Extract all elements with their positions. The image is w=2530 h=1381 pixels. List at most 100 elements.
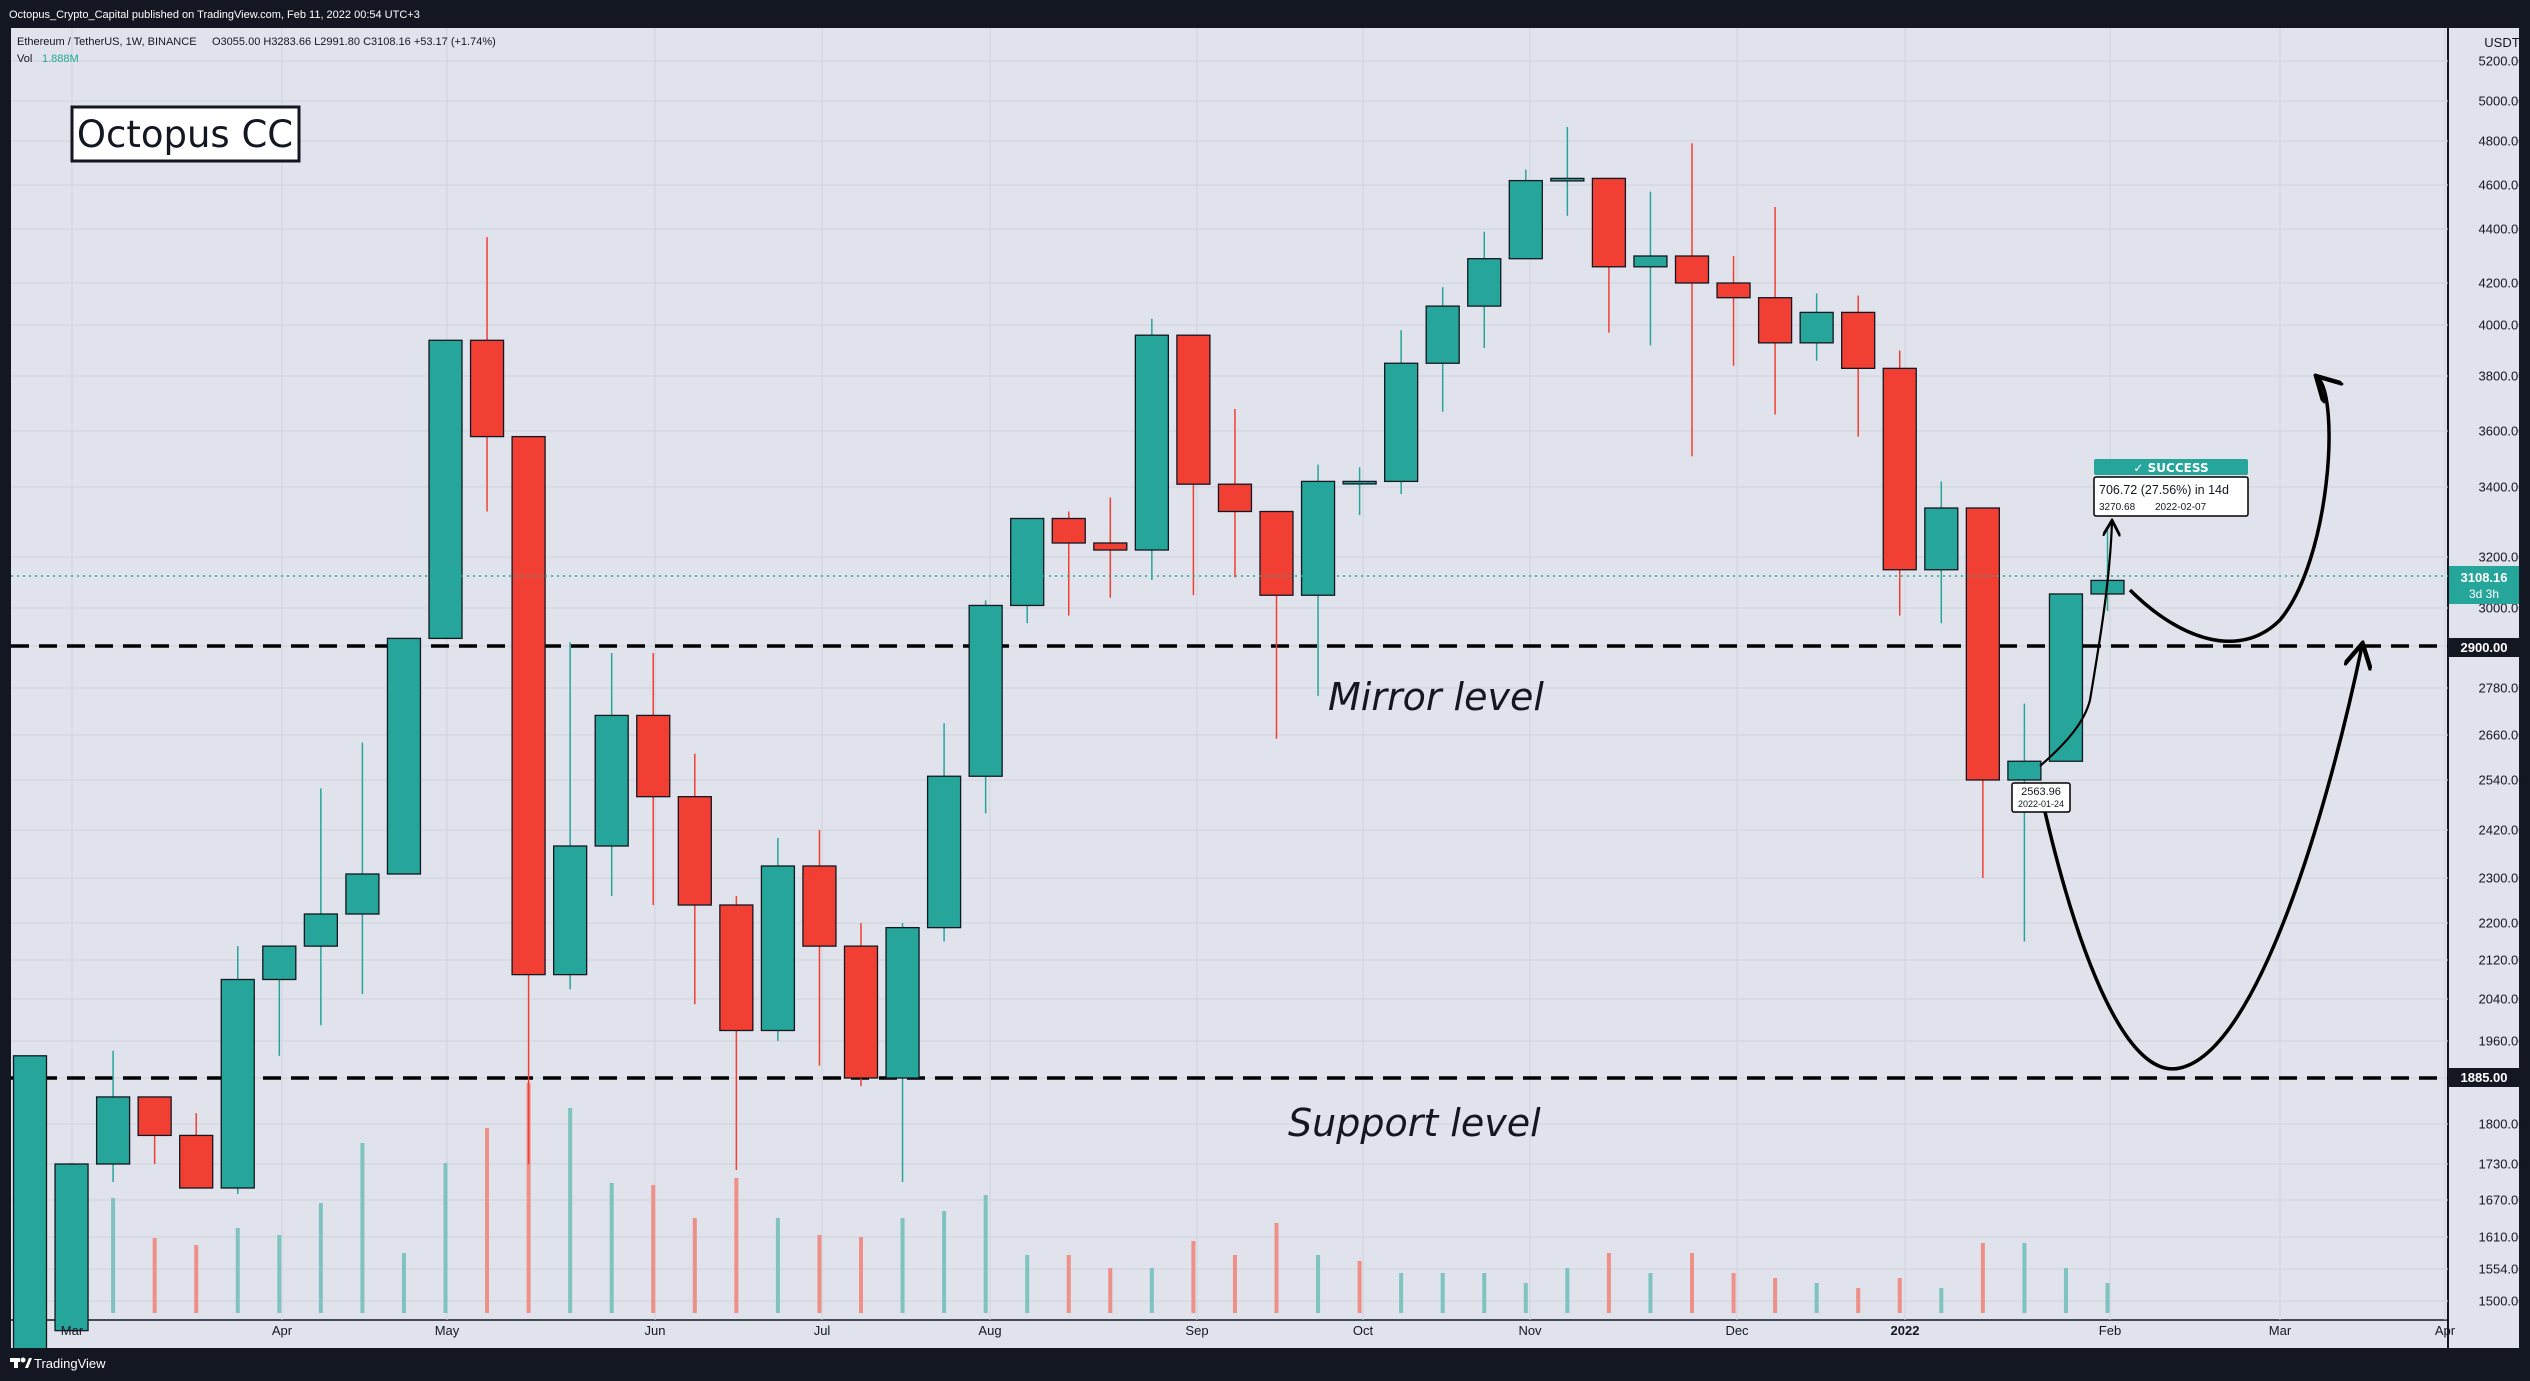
- time-tick-label: 2022: [1891, 1323, 1920, 1338]
- candle-body[interactable]: [1924, 507, 1959, 571]
- candle-body[interactable]: [95, 1096, 131, 1165]
- candle-body[interactable]: [885, 926, 920, 1079]
- candle-body[interactable]: [594, 714, 629, 847]
- candle-body[interactable]: [1633, 255, 1668, 268]
- current-price-label: 3108.16: [2461, 570, 2508, 585]
- candle-body[interactable]: [469, 339, 505, 438]
- volume-bar: [609, 1183, 614, 1313]
- candle-body[interactable]: [1384, 362, 1419, 483]
- candle-body[interactable]: [1425, 305, 1460, 364]
- volume-bar: [1399, 1273, 1404, 1313]
- price-tick-label: 4000.00: [2479, 318, 2526, 333]
- time-tick-label: Jun: [645, 1323, 666, 1338]
- candle-body[interactable]: [1591, 177, 1627, 268]
- volume-bar: [2022, 1243, 2027, 1313]
- candle-body[interactable]: [968, 604, 1003, 777]
- prediction-result-box: [2093, 476, 2249, 517]
- volume-bar: [775, 1218, 780, 1313]
- candle-body[interactable]: [677, 796, 712, 906]
- candle-body[interactable]: [553, 845, 588, 976]
- candle-body[interactable]: [2048, 593, 2084, 762]
- volume-bar: [1565, 1268, 1570, 1313]
- candle-body[interactable]: [1176, 334, 1211, 485]
- candle-body[interactable]: [1051, 517, 1086, 544]
- candle-body[interactable]: [303, 913, 339, 947]
- candle-body[interactable]: [1300, 480, 1336, 596]
- candle-body[interactable]: [1841, 311, 1876, 369]
- price-tick-label: 2300.00: [2479, 871, 2526, 886]
- candle-body[interactable]: [1134, 334, 1169, 551]
- candle-body[interactable]: [1716, 282, 1751, 299]
- volume-bar: [1814, 1283, 1819, 1313]
- volume-bar: [1648, 1273, 1653, 1313]
- price-tick-label: 4400.00: [2479, 222, 2526, 237]
- volume-bar: [526, 1083, 531, 1313]
- candle-body[interactable]: [1965, 507, 2000, 781]
- time-tick-label: Aug: [978, 1323, 1001, 1338]
- candle-body[interactable]: [2007, 760, 2042, 781]
- candle-body[interactable]: [1217, 483, 1253, 513]
- volume-bar: [900, 1218, 905, 1313]
- support-level-price: 1885.00: [2461, 1070, 2508, 1085]
- volume-bar: [1357, 1261, 1362, 1313]
- volume-bar: [235, 1228, 240, 1313]
- candle-body[interactable]: [719, 904, 754, 1032]
- candle-body[interactable]: [1674, 255, 1710, 284]
- candle-body[interactable]: [511, 435, 546, 976]
- volume-bar: [859, 1237, 863, 1313]
- candle-body[interactable]: [1010, 517, 1045, 607]
- volume-bar: [1897, 1278, 1902, 1313]
- price-tick-label: 3000.00: [2479, 601, 2526, 616]
- candles: [12, 127, 2125, 1352]
- candle-body[interactable]: [179, 1134, 214, 1189]
- candle-body[interactable]: [1093, 542, 1128, 551]
- candle-body[interactable]: [386, 637, 422, 875]
- price-tick-label: 4600.00: [2479, 178, 2526, 193]
- candle-body[interactable]: [345, 873, 380, 915]
- candle-body[interactable]: [760, 865, 796, 1032]
- candle-body[interactable]: [1757, 297, 1793, 344]
- candle-body[interactable]: [137, 1096, 172, 1137]
- candle-body[interactable]: [262, 945, 297, 981]
- time-tick-label: Oct: [1353, 1323, 1374, 1338]
- candle-body[interactable]: [220, 978, 255, 1189]
- axis-ticks: 1500.00 1554.00 1610.00 1670.00 1730.00 1800.…: [61, 54, 2526, 1339]
- price-tick-label: 3400.00: [2479, 480, 2526, 495]
- price-tick-label: 2420.00: [2479, 823, 2526, 838]
- volume-bar: [1232, 1255, 1237, 1313]
- volume-bar: [443, 1163, 448, 1313]
- price-tick-label: 4800.00: [2479, 134, 2526, 149]
- ohlc-line: O3055.00 H3283.66 L2991.80 C3108.16 +53.…: [212, 36, 496, 48]
- candle-body[interactable]: [1799, 311, 1834, 344]
- candle-body[interactable]: [843, 945, 879, 1079]
- candle-body[interactable]: [1467, 258, 1502, 307]
- candle-body[interactable]: [1550, 177, 1585, 182]
- price-tick-label: 1554.00: [2479, 1262, 2526, 1277]
- candle-body[interactable]: [802, 865, 837, 947]
- volume-bar: [277, 1235, 282, 1313]
- candle-body[interactable]: [1259, 510, 1294, 596]
- volume-bar: [1191, 1241, 1196, 1313]
- candle-body[interactable]: [12, 1055, 48, 1352]
- volume-bar: [1980, 1243, 1985, 1313]
- candle-body[interactable]: [428, 339, 463, 640]
- candle-body[interactable]: [1342, 480, 1377, 485]
- footer-brand: TradingView: [34, 1356, 106, 1371]
- candle-body[interactable]: [1882, 367, 1917, 571]
- price-scale[interactable]: [2448, 28, 2519, 1348]
- volume-bar: [1149, 1268, 1154, 1313]
- prediction-status-badge: [2094, 459, 2248, 475]
- candle-body[interactable]: [54, 1163, 89, 1332]
- price-tick-label: 5200.00: [2479, 54, 2526, 69]
- price-tick-label: 4200.00: [2479, 276, 2526, 291]
- volume-bar: [942, 1211, 947, 1313]
- symbol-line: Ethereum / TetherUS, 1W, BINANCE: [17, 36, 197, 48]
- prediction-status: ✓ SUCCESS: [2133, 461, 2208, 475]
- volume-bar: [1025, 1255, 1030, 1313]
- candle-body[interactable]: [1508, 179, 1543, 260]
- forecast-path-low: [2038, 646, 2362, 1071]
- candle-body[interactable]: [926, 775, 962, 929]
- forecast-path-high: [2128, 378, 2329, 644]
- price-tick-label: 3800.00: [2479, 369, 2526, 384]
- candle-body[interactable]: [636, 714, 671, 798]
